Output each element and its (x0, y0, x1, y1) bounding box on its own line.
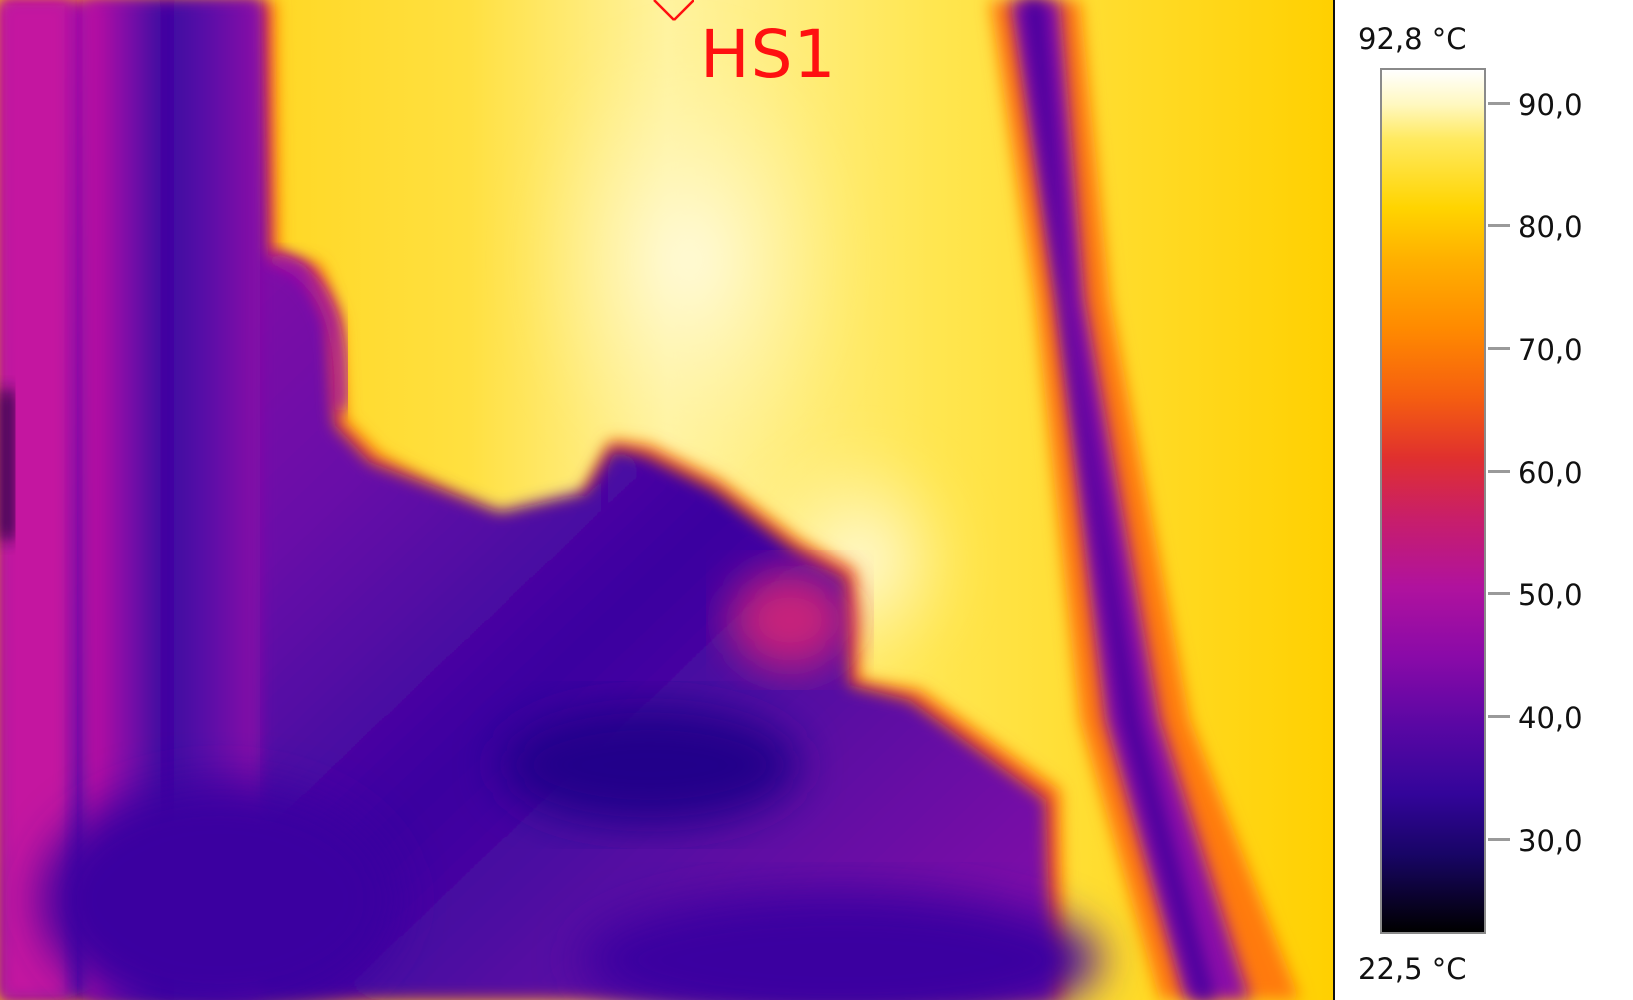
scale-tick (1488, 347, 1510, 350)
scale-max-label: 92,8 °C (1358, 22, 1467, 56)
color-scale-bar (1380, 68, 1486, 934)
scale-min-label: 22,5 °C (1358, 952, 1467, 986)
scale-tick-label: 90,0 (1518, 88, 1583, 122)
hotspot-crosshair-icon (653, 0, 694, 21)
scale-tick-label: 30,0 (1518, 824, 1583, 858)
scale-tick-label: 40,0 (1518, 701, 1583, 735)
scale-tick (1488, 102, 1510, 105)
scale-tick (1488, 838, 1510, 841)
hotspot-label: HS1 (700, 16, 837, 93)
scale-tick (1488, 592, 1510, 595)
scale-tick-label: 80,0 (1518, 210, 1583, 244)
thermal-image: HS1 (0, 0, 1335, 1000)
scale-tick (1488, 715, 1510, 718)
scale-tick-label: 70,0 (1518, 333, 1583, 367)
scale-tick (1488, 224, 1510, 227)
scale-tick-label: 50,0 (1518, 578, 1583, 612)
scale-tick-label: 60,0 (1518, 456, 1583, 490)
scale-tick (1488, 470, 1510, 473)
